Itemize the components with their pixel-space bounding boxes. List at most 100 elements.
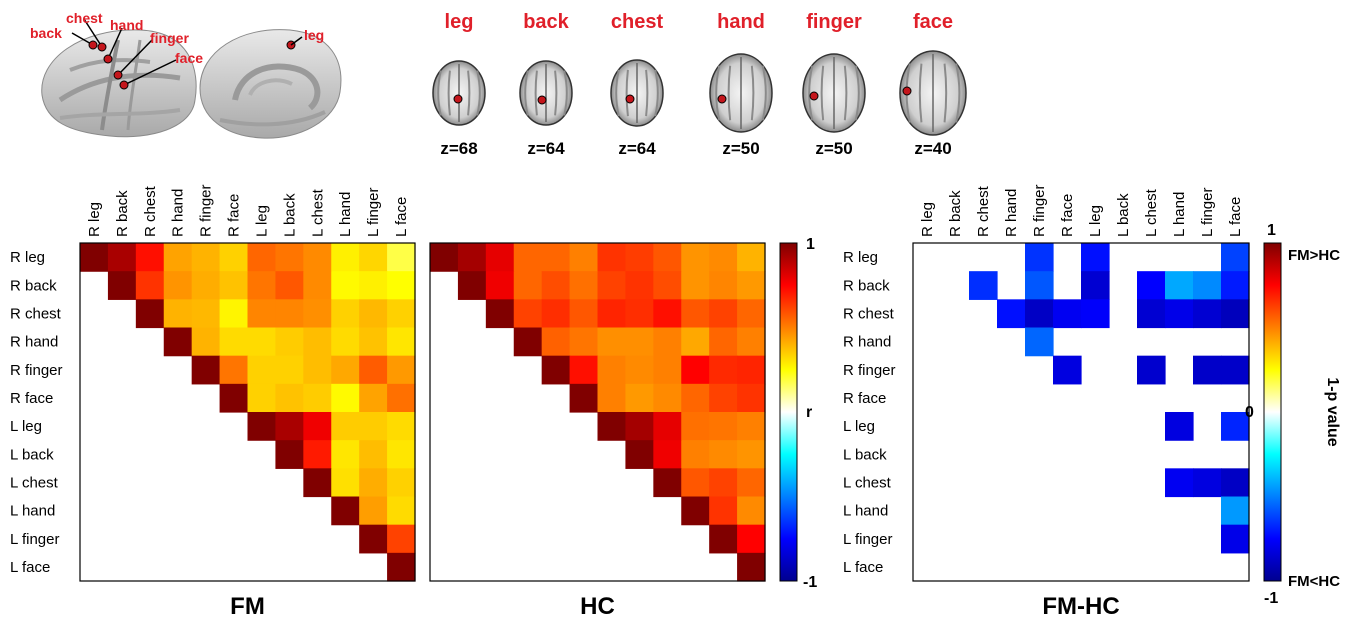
brain-leader-line bbox=[123, 59, 177, 86]
roi-marker bbox=[97, 42, 107, 52]
row-label: L hand bbox=[843, 503, 888, 520]
sulcus bbox=[854, 65, 860, 121]
slice-title: face bbox=[913, 11, 953, 33]
slice-z-label: z=40 bbox=[914, 139, 951, 158]
heatmap-cell bbox=[387, 271, 416, 300]
column-label: R finger bbox=[198, 184, 215, 237]
heatmap-cell bbox=[191, 243, 221, 272]
heatmap-cell bbox=[303, 412, 332, 441]
heatmap-hc: HC bbox=[429, 242, 766, 620]
row-label: L face bbox=[843, 559, 883, 576]
colorbar-p-bottom-note: FM<HC bbox=[1288, 573, 1340, 590]
heatmap-cell bbox=[569, 271, 599, 300]
row-label: L leg bbox=[10, 418, 42, 435]
colorbar-r: 1 r -1 bbox=[779, 236, 817, 591]
slice-hand: hand z=50 bbox=[709, 11, 773, 158]
column-label: R back bbox=[114, 190, 131, 237]
heatmap-title: FM bbox=[230, 593, 265, 620]
heatmap-fm: R leg R back R chest R hand R finger R face L … bbox=[10, 184, 416, 620]
row-label: R chest bbox=[10, 305, 62, 322]
heatmap-cell bbox=[135, 243, 165, 272]
heatmap-cell bbox=[597, 271, 627, 300]
heatmap-cell bbox=[359, 468, 388, 498]
heatmap-cell bbox=[681, 271, 710, 300]
heatmap-cell bbox=[331, 271, 360, 300]
heatmap-cell bbox=[219, 243, 249, 272]
heatmap-cell bbox=[1165, 271, 1194, 300]
column-label: L face bbox=[393, 197, 410, 237]
slice-z-label: z=64 bbox=[618, 139, 656, 158]
heatmap-frame bbox=[912, 242, 1250, 582]
heatmap-cell bbox=[275, 355, 304, 385]
heatmap-cell bbox=[387, 468, 416, 498]
colorbar-p-middle: 0 bbox=[1245, 404, 1254, 421]
slice-face: face z=40 bbox=[899, 11, 967, 158]
heatmap-cell bbox=[709, 468, 738, 498]
heatmap-cell bbox=[1053, 299, 1082, 329]
brain-leader-line bbox=[117, 39, 153, 76]
column-label: L leg bbox=[1087, 205, 1104, 237]
column-label: R hand bbox=[1003, 189, 1020, 237]
heatmap-cell bbox=[1221, 299, 1250, 329]
row-label: L back bbox=[10, 446, 54, 463]
heatmap-cell bbox=[625, 327, 654, 357]
row-label: L leg bbox=[843, 418, 875, 435]
heatmap-cell bbox=[737, 383, 766, 413]
axial-slices: leg z=68 back z=64 chest z=64 hand z=50 finger z=… bbox=[432, 11, 967, 158]
heatmap-cell bbox=[625, 299, 654, 329]
heatmap-cell bbox=[457, 243, 487, 272]
heatmap-cell bbox=[1165, 299, 1194, 329]
heatmap-cell bbox=[163, 299, 193, 329]
sulcus bbox=[524, 70, 529, 116]
heatmap-cell bbox=[1137, 355, 1166, 385]
roi-marker bbox=[537, 95, 547, 105]
heatmap-cell bbox=[681, 412, 710, 441]
heatmap-cell bbox=[359, 412, 388, 441]
brain-roi-label: hand bbox=[110, 17, 143, 33]
brain-roi-label: leg bbox=[304, 27, 324, 43]
heatmap-cell bbox=[997, 299, 1026, 329]
heatmap-cell bbox=[737, 299, 766, 329]
heatmap-cell bbox=[387, 412, 416, 441]
row-label: R finger bbox=[843, 362, 896, 379]
heatmap-cell bbox=[569, 327, 599, 357]
heatmap-cell bbox=[303, 327, 332, 357]
heatmap-frame bbox=[79, 242, 416, 582]
column-label: L face bbox=[1227, 197, 1244, 237]
heatmap-cell bbox=[625, 412, 654, 441]
row-label: R hand bbox=[843, 334, 891, 351]
heatmap-cell bbox=[387, 552, 416, 582]
column-label: L finger bbox=[1199, 188, 1216, 237]
slice-z-label: z=50 bbox=[815, 139, 852, 158]
heatmap-cell bbox=[709, 355, 738, 385]
heatmap-cell bbox=[359, 243, 388, 272]
sulcus bbox=[447, 70, 451, 116]
heatmap-cell bbox=[709, 243, 738, 272]
heatmap-cell bbox=[331, 412, 360, 441]
heatmap-cell bbox=[1137, 299, 1166, 329]
column-label: R leg bbox=[919, 202, 936, 237]
sulcus bbox=[820, 65, 825, 121]
heatmap-cell bbox=[485, 299, 515, 329]
heatmap-title: HC bbox=[580, 593, 615, 620]
heatmap-cell bbox=[163, 327, 193, 357]
colorbar-r-bottom: -1 bbox=[803, 574, 817, 591]
heatmap-cell bbox=[513, 243, 543, 272]
roi-marker bbox=[717, 94, 727, 104]
heatmap-cell bbox=[541, 271, 571, 300]
heatmap-cell bbox=[625, 383, 654, 413]
heatmap-cell bbox=[247, 383, 277, 413]
row-label: R face bbox=[10, 390, 53, 407]
column-label: R face bbox=[1059, 194, 1076, 237]
heatmap-cell bbox=[219, 327, 249, 357]
slice-z-label: z=50 bbox=[722, 139, 759, 158]
heatmap-cell bbox=[247, 355, 277, 385]
heatmap-cell bbox=[1081, 271, 1110, 300]
roi-marker bbox=[113, 70, 123, 80]
heatmap-cell bbox=[709, 496, 738, 526]
heatmap-cell bbox=[541, 299, 571, 329]
heatmap-cell bbox=[387, 327, 416, 357]
heatmap-cell bbox=[1193, 299, 1222, 329]
heatmap-title: FM-HC bbox=[1042, 593, 1119, 620]
heatmap-cell bbox=[541, 327, 571, 357]
